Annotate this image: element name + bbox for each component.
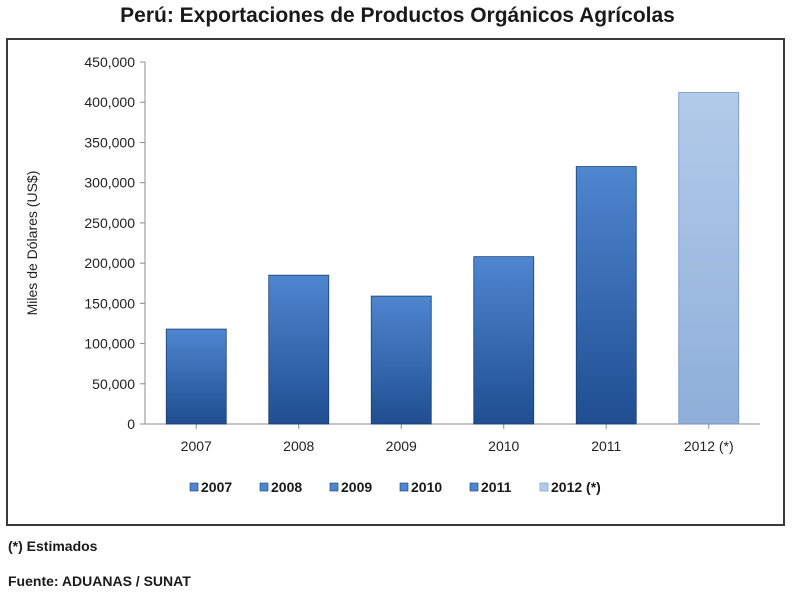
y-tick-label: 300,000 — [84, 175, 135, 191]
bar-2007 — [165, 328, 227, 425]
legend-label: 2008 — [271, 479, 302, 495]
y-tick-label: 200,000 — [84, 255, 135, 271]
x-tick-label: 2008 — [283, 438, 314, 454]
legend-swatch — [539, 482, 549, 492]
chart-bars — [165, 92, 740, 425]
x-tick-label: 2010 — [488, 438, 519, 454]
x-tick-label: 2009 — [386, 438, 417, 454]
source-footnote: Fuente: ADUANAS / SUNAT — [8, 573, 191, 589]
legend-label: 2012 (*) — [551, 479, 601, 495]
legend: 2007 2008 2009 2010 2011 2012 (*) — [189, 479, 601, 495]
x-tick-label: 2012 (*) — [684, 438, 734, 454]
bar-2008 — [268, 274, 330, 425]
legend-label: 2007 — [201, 479, 232, 495]
y-tick-label: 50,000 — [92, 376, 135, 392]
x-tick-label: 2007 — [181, 438, 212, 454]
y-tick-label: 450,000 — [84, 54, 135, 70]
legend-swatch — [189, 482, 199, 492]
y-tick-label: 100,000 — [84, 336, 135, 352]
legend-label: 2010 — [411, 479, 442, 495]
bar-2012 — [678, 92, 740, 425]
y-axis-title: Miles de Dólares (US$) — [24, 171, 40, 316]
chart-frame — [6, 38, 785, 526]
y-tick-label: 150,000 — [84, 295, 135, 311]
bar-2009 — [370, 295, 432, 425]
y-tick-label: 0 — [127, 416, 135, 432]
bar-2010 — [473, 256, 535, 425]
legend-swatch — [399, 482, 409, 492]
y-tick-label: 400,000 — [84, 94, 135, 110]
x-tick-label: 2011 — [591, 438, 621, 454]
bar-2011 — [575, 166, 637, 425]
chart-axes: 0 50,000 100,000 150,000 200,000 250,000 300,0… — [84, 54, 760, 454]
y-tick-label: 350,000 — [84, 134, 135, 150]
legend-label: 2011 — [481, 479, 512, 495]
legend-swatch — [259, 482, 269, 492]
legend-swatch — [469, 482, 479, 492]
y-axis-title-group: Miles de Dólares (US$) — [24, 171, 40, 316]
estimated-footnote: (*) Estimados — [8, 538, 98, 554]
y-tick-label: 250,000 — [84, 215, 135, 231]
legend-swatch — [329, 482, 339, 492]
legend-label: 2009 — [341, 479, 372, 495]
chart-title: Perú: Exportaciones de Productos Orgánic… — [120, 4, 675, 27]
